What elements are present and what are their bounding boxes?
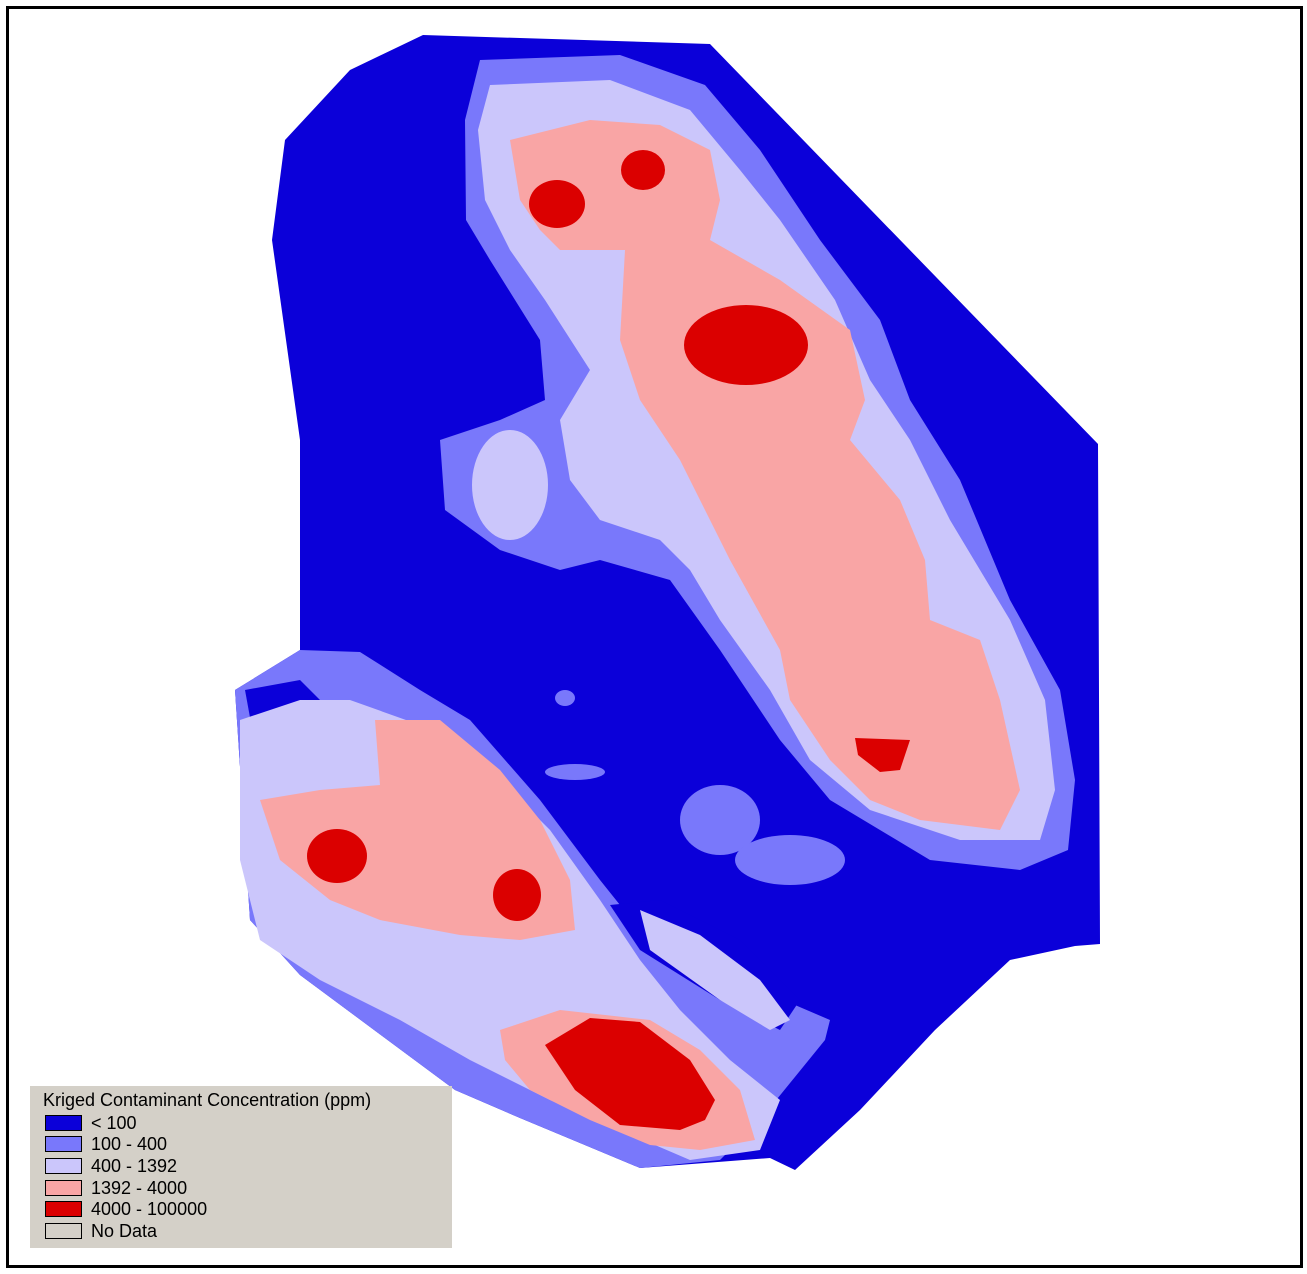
legend-label-high: 4000 - 100000	[91, 1199, 208, 1220]
legend-item-medium-low: 100 - 400	[43, 1134, 452, 1156]
legend-swatch-medium-low	[45, 1136, 82, 1153]
legend-label-no-data: No Data	[91, 1220, 158, 1241]
legend-swatch-medium	[45, 1157, 82, 1174]
legend-label-low: < 100	[91, 1112, 137, 1133]
legend-label-medium: 400 - 1392	[91, 1155, 178, 1176]
legend-item-high: 4000 - 100000	[43, 1198, 452, 1220]
legend-item-low: < 100	[43, 1112, 452, 1134]
legend-swatch-medium-high	[45, 1179, 82, 1196]
legend-swatch-high	[45, 1201, 82, 1218]
legend-label-medium-high: 1392 - 4000	[91, 1177, 188, 1198]
legend-label-medium-low: 100 - 400	[91, 1134, 168, 1155]
legend-title: Kriged Contaminant Concentration (ppm)	[43, 1090, 372, 1110]
legend-item-medium: 400 - 1392	[43, 1155, 452, 1177]
legend-swatch-low	[45, 1114, 82, 1131]
map-legend: Kriged Contaminant Concentration (ppm) <…	[30, 1086, 452, 1248]
legend-swatch-no-data	[45, 1222, 82, 1239]
legend-item-medium-high: 1392 - 4000	[43, 1177, 452, 1199]
legend-item-no-data: No Data	[43, 1220, 452, 1242]
zone-high	[307, 150, 910, 1130]
